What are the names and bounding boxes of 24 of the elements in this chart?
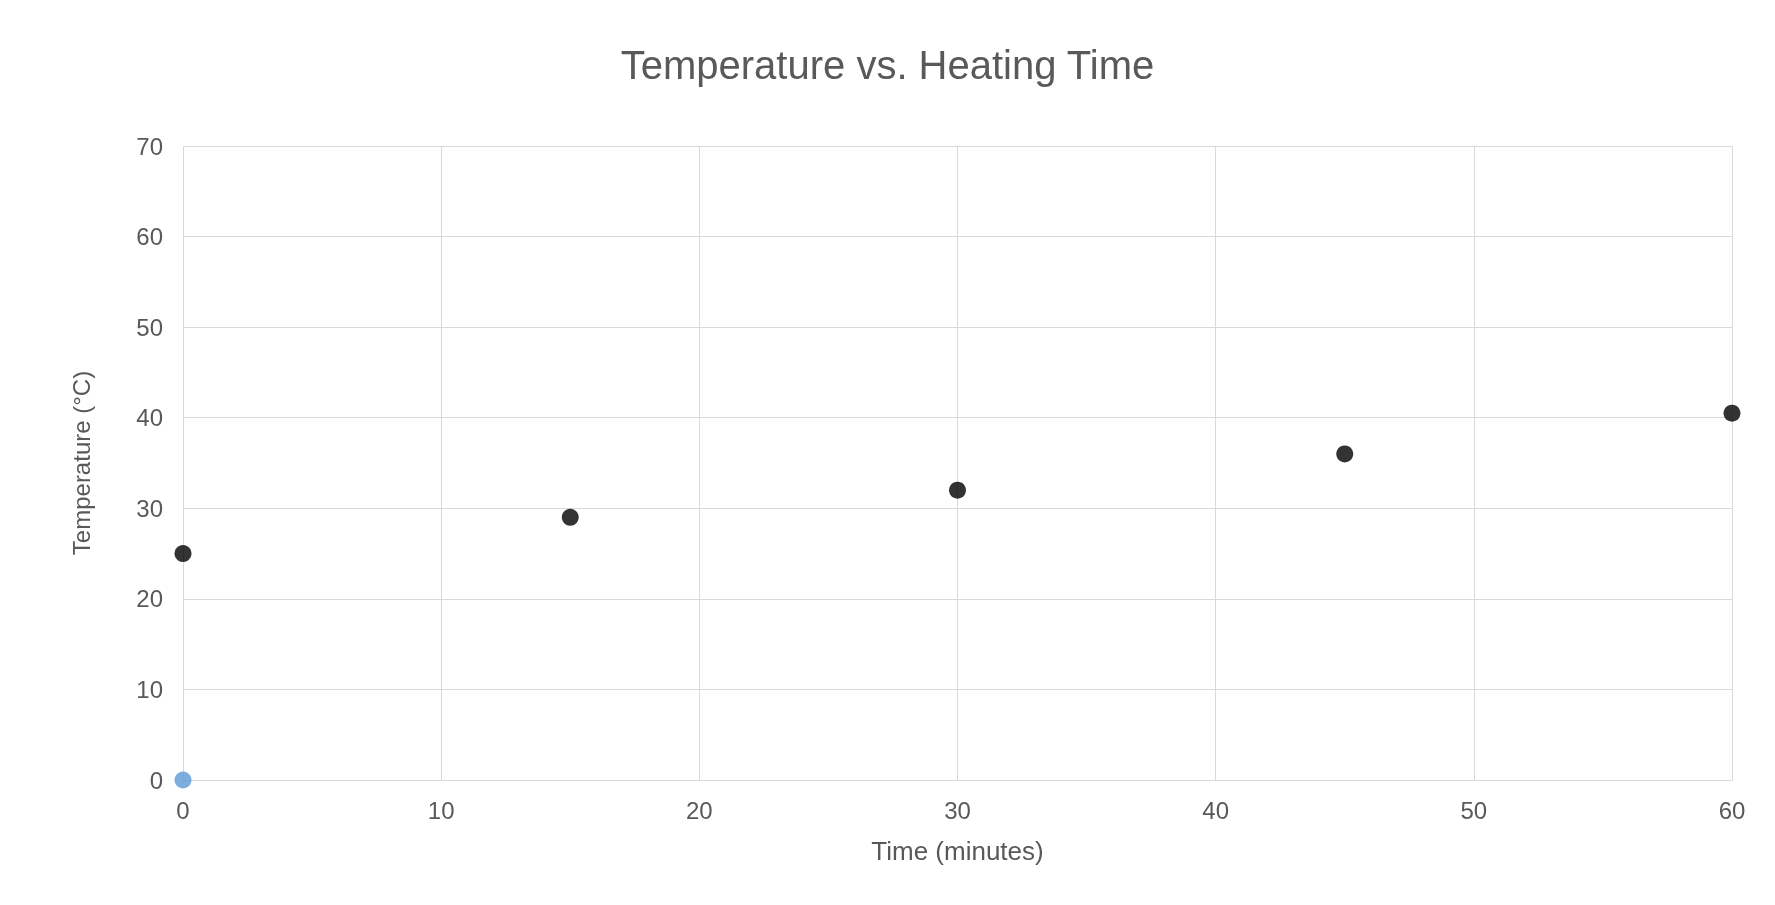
- point: [561, 508, 579, 526]
- y-tick-label: 50: [136, 313, 163, 341]
- x-tick-label: 40: [1202, 796, 1230, 824]
- point: [174, 771, 192, 789]
- x-tick-label: 0: [176, 796, 190, 824]
- y-tick-label: 30: [136, 494, 163, 522]
- y-tick-label: 0: [149, 766, 163, 794]
- y-axis-title: Temperature (°C): [67, 370, 95, 556]
- x-tick-label: 50: [1460, 796, 1488, 824]
- point: [949, 481, 966, 499]
- x-tick-label: 60: [1718, 796, 1746, 824]
- y-tick-label: 40: [136, 404, 163, 432]
- point: [1336, 445, 1354, 463]
- x-axis-title: Time (minutes): [871, 836, 1044, 866]
- y-tick-label: 70: [136, 132, 163, 160]
- chart-title: Temperature vs. Heating Time: [620, 43, 1155, 87]
- y-tick-label: 10: [136, 675, 163, 703]
- y-tick-label: 20: [136, 585, 163, 613]
- x-tick-label: 30: [944, 796, 971, 824]
- x-tick-label: 10: [427, 796, 455, 824]
- point: [1723, 404, 1741, 422]
- point: [174, 545, 192, 563]
- x-tick-label: 20: [685, 796, 713, 824]
- y-tick-label: 60: [136, 223, 163, 251]
